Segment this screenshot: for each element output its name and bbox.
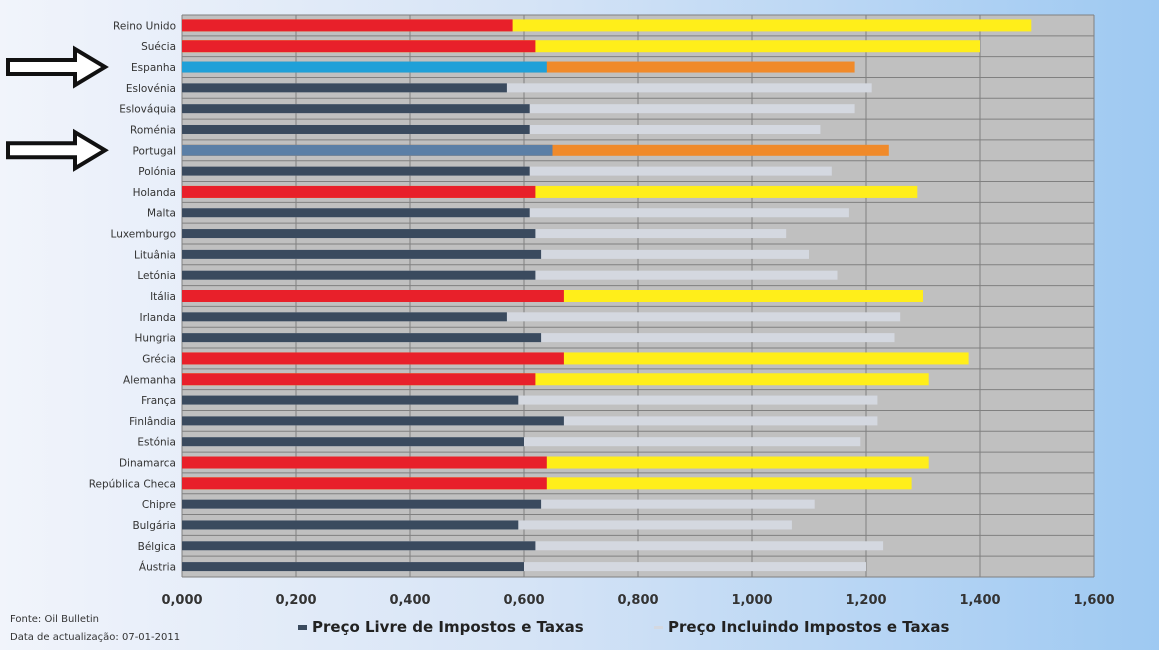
legend-label-net: Preço Livre de Impostos e Taxas	[312, 618, 584, 636]
bar-net-finlandia	[182, 416, 564, 426]
bar-net-chipre	[182, 499, 542, 509]
bar-net-holanda	[182, 185, 536, 198]
y-tick-label: Polónia	[138, 166, 176, 178]
bar-net-espanha	[182, 61, 547, 73]
x-tick-label: 0,200	[275, 593, 316, 608]
y-tick-label: Alemanha	[123, 374, 176, 386]
y-tick-label: República Checa	[89, 478, 176, 490]
y-tick-label: Espanha	[131, 62, 176, 74]
bar-net-irlanda	[182, 312, 507, 322]
pointer-arrow-portugal	[6, 128, 109, 172]
bar-net-hungria	[182, 333, 542, 343]
pointer-arrow-espanha	[6, 45, 109, 89]
bar-net-bulgaria	[182, 520, 519, 530]
y-tick-label: Eslovénia	[126, 83, 176, 95]
y-tick-label: Hungria	[134, 333, 176, 345]
y-tick-label: Finlândia	[129, 416, 176, 428]
x-tick-label: 0,800	[617, 593, 658, 608]
bar-net-grecia	[182, 352, 564, 365]
bar-net-italia	[182, 290, 564, 302]
legend-item-net: Preço Livre de Impostos e Taxas	[298, 618, 584, 636]
source-text: Fonte: Oil Bulletin	[10, 614, 100, 625]
x-tick-label: 1,400	[959, 593, 1000, 608]
x-tick-label: 0,600	[503, 593, 544, 608]
bar-net-malta	[182, 208, 530, 218]
x-tick-label: 1,600	[1073, 593, 1114, 608]
y-tick-label: Portugal	[133, 145, 177, 157]
y-tick-label: Chipre	[142, 499, 176, 511]
x-tick-label: 1,200	[845, 593, 886, 608]
y-tick-label: Letónia	[137, 270, 176, 282]
y-tick-label: Malta	[147, 208, 176, 220]
bar-net-reino-unido	[182, 19, 513, 32]
y-tick-label: Bulgária	[132, 520, 176, 532]
bar-net-romenia	[182, 124, 530, 134]
bar-net-letonia	[182, 270, 536, 280]
y-tick-label: Dinamarca	[119, 458, 176, 470]
x-tick-label: 0,000	[161, 593, 202, 608]
y-tick-label: Eslováquia	[119, 104, 176, 116]
bar-net-alemanha	[182, 373, 536, 386]
legend-label-total: Preço Incluindo Impostos e Taxas	[668, 618, 950, 636]
bar-net-estonia	[182, 437, 524, 447]
legend-item-total: Preço Incluindo Impostos e Taxas	[654, 618, 949, 636]
bar-net-polonia	[182, 166, 530, 176]
bar-net-lituania	[182, 249, 542, 259]
y-tick-label: Lituânia	[134, 249, 176, 261]
bar-net-eslovaquia	[182, 104, 530, 114]
y-tick-label: Irlanda	[139, 312, 176, 324]
x-tick-label: 0,400	[389, 593, 430, 608]
bar-net-eslovenia	[182, 83, 507, 93]
x-tick-label: 1,000	[731, 593, 772, 608]
bar-net-franca	[182, 395, 519, 405]
y-tick-label: Áustria	[139, 561, 176, 574]
y-tick-label: Suécia	[141, 41, 176, 53]
update-date-text: Data de actualização: 07-01-2011	[10, 632, 181, 643]
y-tick-label: Itália	[150, 291, 176, 303]
y-tick-label: Bélgica	[138, 541, 176, 553]
y-tick-label: Holanda	[133, 187, 176, 199]
legend-swatch-total	[654, 626, 663, 629]
bar-net-republica-checa	[182, 477, 547, 490]
bar-total-irlanda	[182, 312, 901, 322]
y-tick-label: Grécia	[142, 353, 176, 365]
y-tick-label: Luxemburgo	[111, 229, 176, 241]
legend-swatch-net	[298, 625, 307, 630]
y-tick-label: Roménia	[130, 124, 176, 136]
bar-net-dinamarca	[182, 456, 547, 469]
bar-net-luxemburgo	[182, 229, 536, 239]
bar-net-portugal	[182, 144, 553, 156]
bar-total-franca	[182, 395, 878, 405]
y-tick-label: Reino Unido	[113, 20, 176, 32]
bar-net-belgica	[182, 541, 536, 551]
bar-net-austria	[182, 562, 524, 572]
bar-net-suecia	[182, 40, 536, 53]
bar-total-eslovenia	[182, 83, 872, 93]
y-tick-label: Estónia	[137, 437, 176, 449]
y-tick-label: França	[141, 395, 176, 407]
